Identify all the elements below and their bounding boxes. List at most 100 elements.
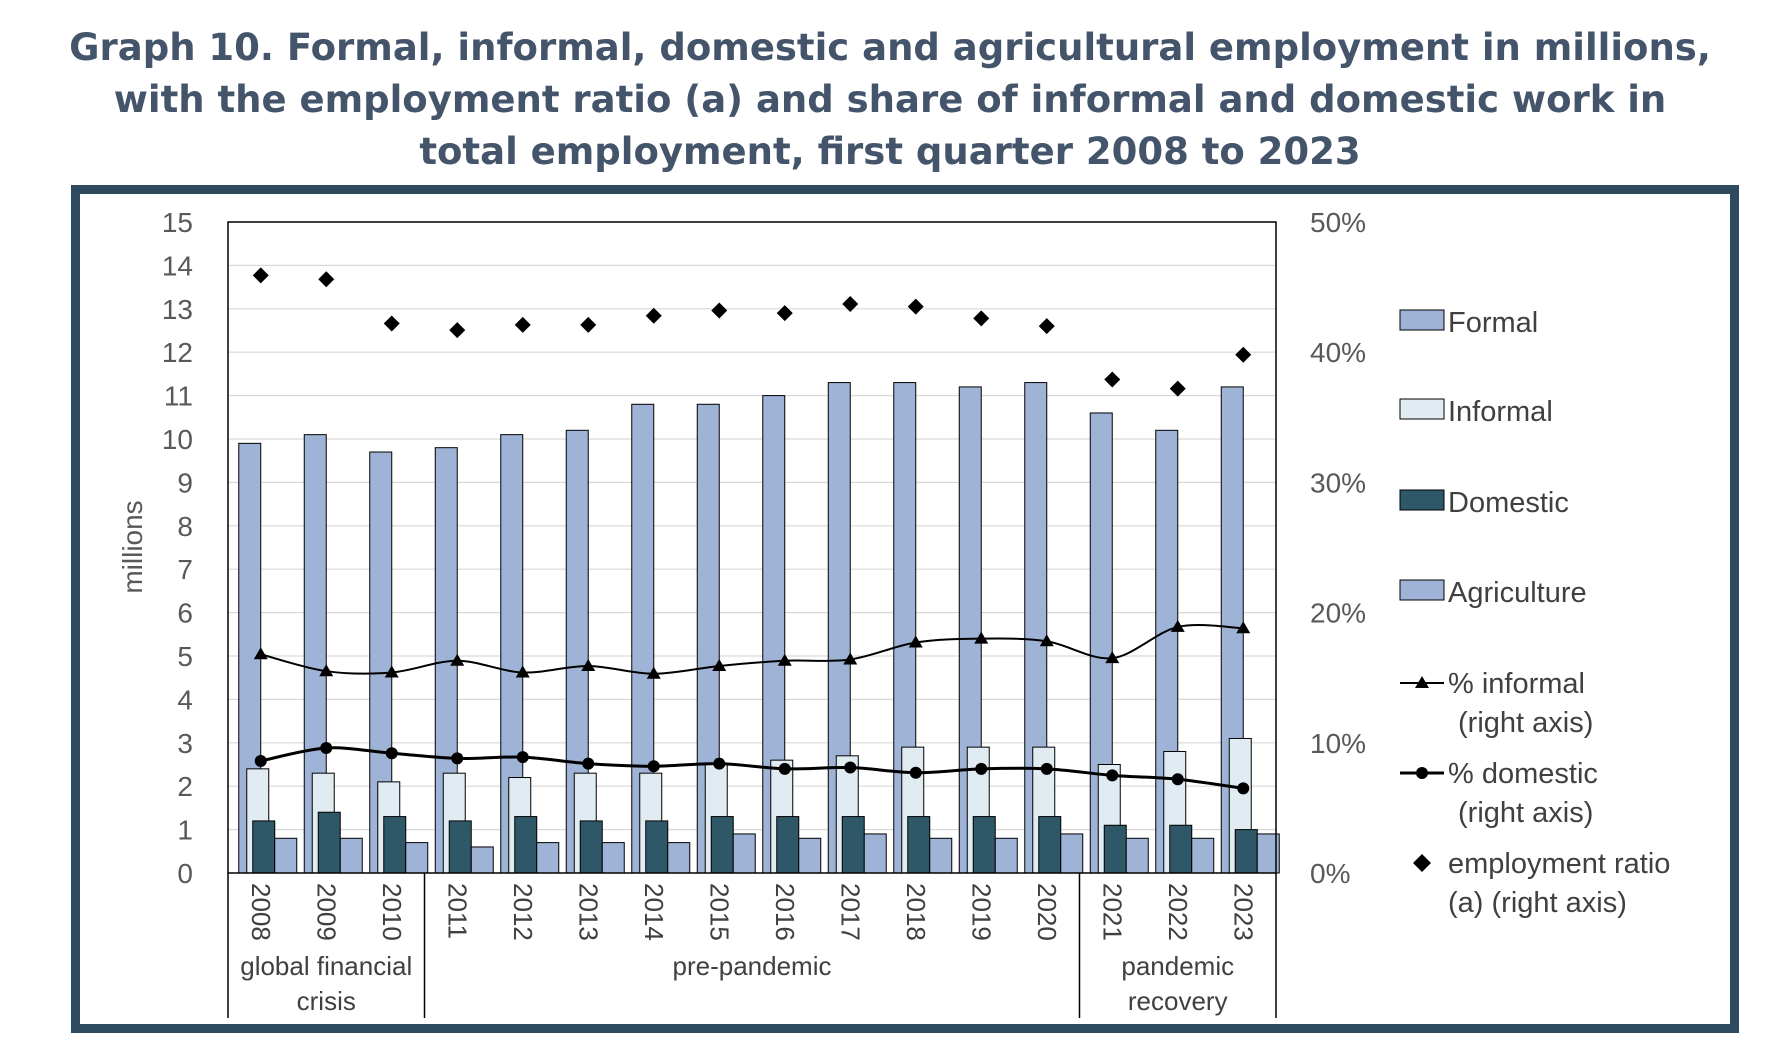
point-informal-share-2015 [712,658,727,671]
legend-label: Domestic [1448,487,1569,519]
point-informal-share-2011 [450,653,465,666]
bar-domestic-2023 [1234,829,1258,874]
y-left-tick-label: 5 [177,641,193,672]
point-domestic-share-2017 [844,761,857,774]
bar-domestic-2021 [1103,824,1127,874]
bar-domestic-2019 [972,816,996,874]
point-domestic-share-2012 [516,751,529,764]
legend-swatch-domestic [1399,489,1445,511]
legend-label: Informal [1448,396,1553,428]
point-domestic-share-2009 [320,742,333,755]
bar-domestic-2013 [579,820,603,874]
legend-label: % informal (right axis) [1448,668,1593,739]
bar-agriculture-2014 [667,842,691,874]
point-employment-ratio-2012 [514,316,531,333]
period-label: global financial crisis [240,951,412,1016]
legend-label: Agriculture [1448,577,1587,609]
chart-title: Graph 10. Formal, informal, domestic and… [0,22,1780,178]
point-informal-share-2022 [1170,619,1185,632]
bar-agriculture-2010 [405,842,429,874]
bar-domestic-2012 [514,816,538,874]
y-left-tick-label: 0 [177,858,193,889]
x-tick-label: 2023 [1228,883,1258,941]
period-label: pandemic recovery [1121,951,1234,1016]
bar-domestic-2018 [907,816,931,874]
point-informal-share-2017 [843,652,858,665]
y-left-tick-label: 2 [177,771,193,802]
legend-label-line: % domestic [1448,758,1598,790]
point-employment-ratio-2021 [1104,371,1121,388]
x-tick-label: 2021 [1097,883,1127,941]
point-domestic-share-2010 [385,747,398,760]
point-informal-share-2014 [646,666,661,679]
x-tick-label: 2009 [311,883,341,941]
bar-agriculture-2021 [1125,837,1149,874]
legend-swatch-informal [1399,398,1445,420]
bar-agriculture-2022 [1191,837,1215,874]
point-domestic-share-2022 [1171,773,1184,786]
y-left-tick-label: 12 [162,337,193,368]
y-left-tick-label: 8 [177,511,193,542]
y-right-tick-label: 30% [1310,467,1366,498]
bar-domestic-2016 [776,816,800,874]
point-domestic-share-2020 [1040,762,1053,775]
y-left-tick-label: 4 [177,684,193,715]
x-tick-label: 2012 [508,883,538,941]
point-employment-ratio-2011 [449,322,466,339]
bar-domestic-2009 [317,811,341,874]
point-domestic-share-2015 [713,757,726,770]
point-informal-share-2008 [253,647,268,660]
period-label-line: pre-pandemic [673,951,832,981]
title-line-3: total employment, first quarter 2008 to … [419,130,1361,173]
bar-domestic-2014 [645,820,669,874]
legend-marker-diamond [1413,854,1431,872]
legend-label: % domestic (right axis) [1448,758,1598,829]
point-domestic-share-2008 [254,755,267,768]
legend-label-line: Formal [1448,307,1538,339]
bar-domestic-2015 [710,816,734,874]
bar-agriculture-2011 [470,846,494,874]
point-employment-ratio-2009 [318,271,335,288]
legend-label-line: Domestic [1448,487,1569,519]
period-label-line: crisis [297,986,356,1016]
point-employment-ratio-2023 [1235,346,1252,363]
bar-agriculture-2018 [929,837,953,874]
y-left-tick-label: 7 [177,554,193,585]
point-informal-share-2018 [908,635,923,648]
x-tick-label: 2008 [246,883,276,941]
legend-label-line: employment ratio [1448,848,1670,880]
bar-agriculture-2013 [601,842,625,874]
plot-area [227,221,1277,874]
point-domestic-share-2014 [647,760,660,773]
point-employment-ratio-2014 [645,307,662,324]
point-employment-ratio-2019 [973,310,990,327]
y-left-tick-label: 15 [162,207,193,238]
legend-label-line: (right axis) [1458,797,1593,829]
point-domestic-share-2018 [909,766,922,779]
y-left-tick-label: 11 [164,381,193,412]
x-tick-label: 2017 [835,883,865,941]
point-employment-ratio-2015 [711,302,728,319]
y-left-tick-label: 14 [162,250,193,281]
x-tick-label: 2014 [639,883,669,941]
bar-agriculture-2020 [1060,833,1084,874]
point-informal-share-2019 [974,631,989,644]
line-informal-share [260,624,1244,675]
period-label: pre-pandemic [673,951,832,981]
bar-domestic-2017 [841,816,865,874]
title-line-2: with the employment ratio (a) and share … [113,78,1667,121]
point-domestic-share-2013 [582,757,595,770]
title-line-1: Graph 10. Formal, informal, domestic and… [69,26,1711,69]
bar-domestic-2008 [252,820,276,874]
y-right-tick-label: 50% [1310,207,1366,238]
legend-label-line: Informal [1448,396,1553,428]
point-informal-share-2013 [581,658,596,671]
point-informal-share-2016 [777,653,792,666]
point-employment-ratio-2020 [1038,318,1055,335]
period-label-line: global financial [240,951,412,981]
period-label-line: recovery [1128,986,1228,1016]
point-informal-share-2023 [1236,621,1251,634]
y-left-tick-label: 10 [162,424,193,455]
y-left-axis-title: millions [117,500,148,593]
